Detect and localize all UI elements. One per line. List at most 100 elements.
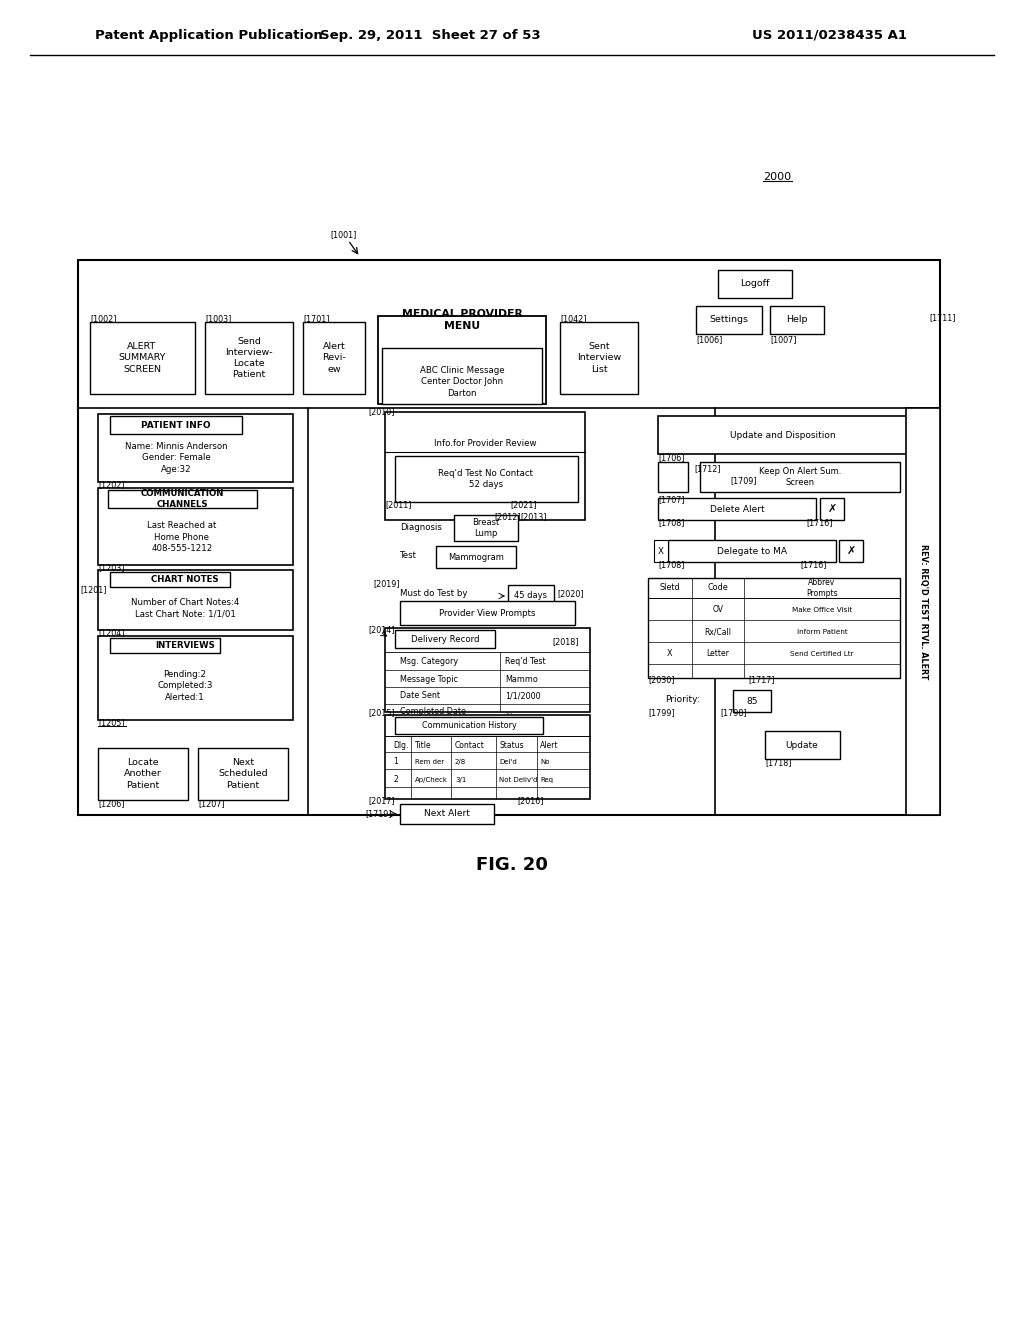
Text: US 2011/0238435 A1: US 2011/0238435 A1 [753,29,907,41]
Bar [382,348,542,404]
Bar [648,578,900,678]
Bar [696,306,762,334]
Bar [205,322,293,393]
Text: Message Topic: Message Topic [400,675,458,684]
Bar [733,690,771,711]
Text: [2030]: [2030] [648,676,675,685]
Bar [658,416,908,454]
Text: [1001]: [1001] [330,231,356,239]
Text: [1709]: [1709] [730,477,757,486]
Text: Name: Minnis Anderson
Gender: Female
Age:32: Name: Minnis Anderson Gender: Female Age… [125,442,227,474]
Text: 2/8: 2/8 [455,759,466,766]
Bar [658,462,688,492]
Text: Number of Chart Notes:4
Last Chart Note: 1/1/01: Number of Chart Notes:4 Last Chart Note:… [131,598,240,618]
Text: Rem der: Rem der [415,759,444,766]
Text: Logoff: Logoff [740,280,770,289]
Text: Delivery Record: Delivery Record [411,635,479,644]
Text: [2017]: [2017] [368,796,394,805]
Text: ✗: ✗ [827,504,837,513]
Text: ...: ... [505,706,512,715]
Text: Patent Application Publication: Patent Application Publication [95,29,323,41]
Bar [385,412,585,520]
Text: [2021]: [2021] [510,500,537,510]
Bar [110,572,230,587]
Bar [400,804,494,824]
Text: Test: Test [400,552,417,561]
Bar [668,540,836,562]
Bar [700,462,900,492]
Text: [1007]: [1007] [770,335,797,345]
Text: [1708]: [1708] [658,561,684,569]
Bar [110,416,242,434]
Bar [98,636,293,719]
Text: ALERT
SUMMARY
SCREEN: ALERT SUMMARY SCREEN [118,342,166,374]
Bar [385,715,590,799]
Text: Next
Scheduled
Patient: Next Scheduled Patient [218,759,268,789]
Text: [2012]: [2012] [494,512,520,521]
Text: [1003]: [1003] [205,314,231,323]
Text: Abbrev
Prompts: Abbrev Prompts [806,578,838,598]
Text: Code: Code [708,583,728,593]
Text: Diagnosis: Diagnosis [400,523,442,532]
Text: [1204]: [1204] [98,628,125,638]
Text: Priority:: Priority: [665,696,699,705]
Text: Communication History: Communication History [422,721,516,730]
Text: Last Reached at
Home Phone
408-555-1212: Last Reached at Home Phone 408-555-1212 [147,521,217,553]
Bar [98,570,293,630]
Bar [98,748,188,800]
Text: Ap/Check: Ap/Check [415,777,449,783]
Text: Mammo: Mammo [505,675,538,684]
Text: [1201]: [1201] [80,586,106,594]
Bar [400,601,575,624]
Bar [839,540,863,562]
Bar [658,498,816,520]
Text: Pending:2
Completed:3
Alerted:1: Pending:2 Completed:3 Alerted:1 [158,671,213,702]
Text: Not Deliv'd: Not Deliv'd [499,777,538,783]
Bar [395,717,543,734]
Text: Dlg.: Dlg. [393,741,409,750]
Text: [1799]: [1799] [648,709,675,718]
Bar [98,488,293,565]
Text: OV: OV [713,606,724,615]
Text: Delete Alert: Delete Alert [710,504,764,513]
Text: [2013]: [2013] [520,512,547,521]
Bar [508,585,554,605]
Text: [1719]: [1719] [365,809,391,818]
Text: [1042]: [1042] [560,314,587,323]
Bar [436,546,516,568]
Text: [1717]: [1717] [748,676,774,685]
Text: [1701]: [1701] [303,314,330,323]
Text: [2016]: [2016] [517,796,544,805]
Text: [1006]: [1006] [696,335,722,345]
Bar [198,748,288,800]
Bar [395,455,578,502]
Text: X: X [658,546,664,556]
Bar [303,322,365,393]
Text: Mammogram: Mammogram [449,553,504,561]
Text: Must do Test by: Must do Test by [400,590,468,598]
Text: Breast
Lump: Breast Lump [472,517,500,539]
Text: Send Certified Ltr: Send Certified Ltr [791,651,854,657]
Text: Info.for Provider Review: Info.for Provider Review [434,440,537,449]
Text: [1707]: [1707] [658,495,685,504]
Text: ABC Clinic Message
Center Doctor John
Darton: ABC Clinic Message Center Doctor John Da… [420,367,504,397]
Text: INTERVIEWS: INTERVIEWS [155,640,215,649]
Bar [98,414,293,482]
Text: Req'd Test No Contact
52 days: Req'd Test No Contact 52 days [438,469,534,488]
Text: COMMUNICATION
CHANNELS: COMMUNICATION CHANNELS [140,488,223,510]
Text: Update: Update [785,741,818,750]
Text: PATIENT INFO: PATIENT INFO [141,421,211,429]
Bar [385,628,590,711]
Text: [1205]: [1205] [98,718,125,727]
Text: Locate
Another
Patient: Locate Another Patient [124,759,162,789]
Text: Provider View Prompts: Provider View Prompts [438,609,536,618]
Bar [560,322,638,393]
Text: Inform Patient: Inform Patient [797,630,848,635]
Text: [2018]: [2018] [552,638,579,647]
Text: ✗: ✗ [846,546,856,556]
Text: 45 days: 45 days [514,590,548,599]
Bar [378,315,546,404]
Text: 85: 85 [746,697,758,705]
Text: [1708]: [1708] [658,519,684,528]
Text: Settings: Settings [710,315,749,325]
